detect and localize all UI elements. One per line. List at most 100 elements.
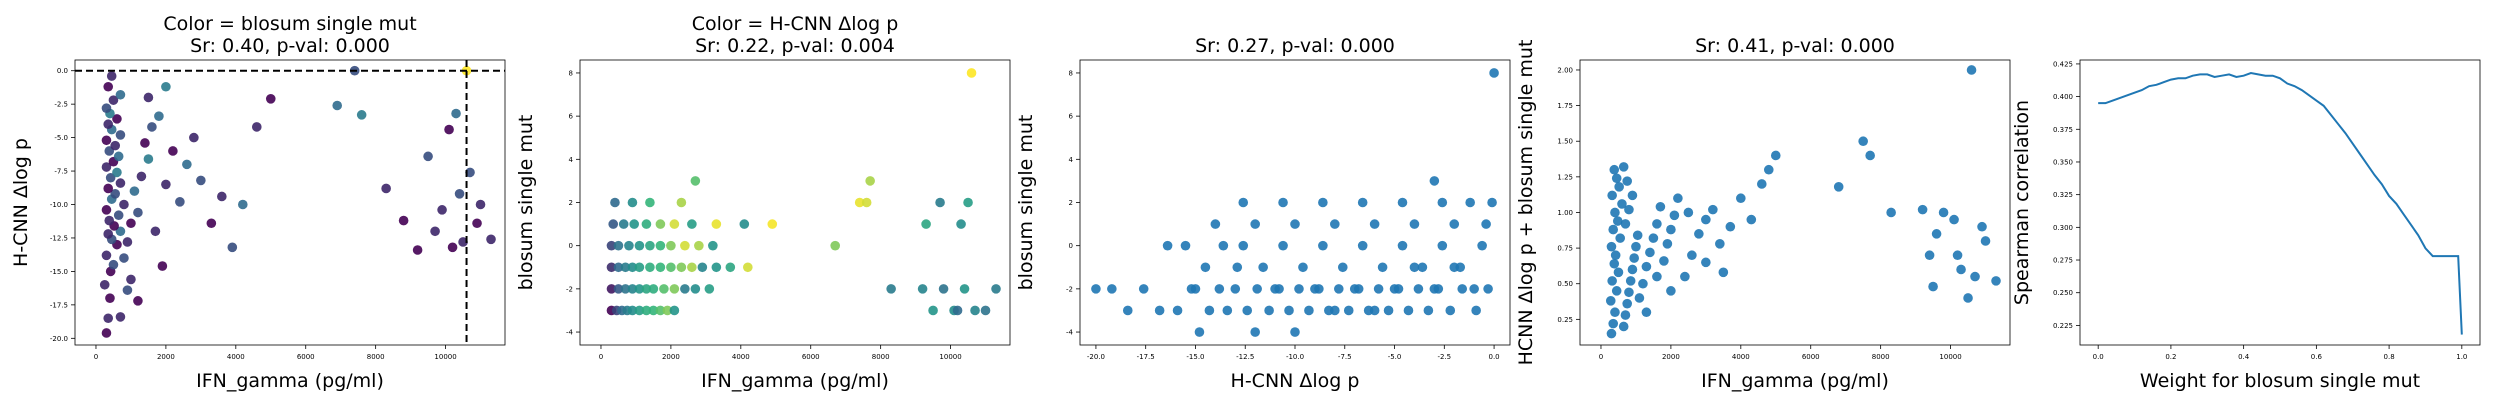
data-point — [150, 226, 161, 237]
data-point — [1437, 240, 1448, 251]
data-point — [1715, 239, 1725, 249]
data-point — [641, 284, 652, 294]
data-point — [454, 189, 465, 199]
data-point — [1645, 247, 1655, 258]
y-tick-label: 0.275 — [2053, 257, 2073, 265]
x-tick-label: -2.5 — [1437, 353, 1451, 361]
y-tick-label: 0.250 — [2053, 289, 2073, 297]
data-point — [1413, 284, 1424, 294]
data-point — [1264, 305, 1274, 316]
x-axis-label: IFN_gamma (pg/ml) — [701, 370, 889, 392]
y-tick-label: 1.25 — [1557, 173, 1573, 181]
y-tick-label: 1.50 — [1557, 138, 1573, 146]
data-point — [1250, 219, 1260, 229]
data-point — [136, 171, 147, 182]
data-point — [634, 240, 645, 251]
data-point — [1457, 284, 1468, 294]
data-point — [1238, 240, 1249, 251]
data-point — [112, 167, 122, 178]
data-point — [641, 219, 652, 229]
y-tick-label: -15.0 — [50, 268, 68, 276]
data-point — [430, 226, 440, 237]
data-point — [1638, 278, 1648, 289]
data-point — [1666, 286, 1676, 296]
data-point — [206, 218, 217, 229]
data-point — [1610, 307, 1620, 318]
data-point — [1154, 305, 1165, 316]
data-point — [115, 130, 126, 140]
data-point — [161, 179, 171, 190]
data-point — [1481, 219, 1491, 229]
data-point — [412, 245, 423, 255]
data-point — [659, 284, 669, 294]
data-point — [1172, 305, 1183, 316]
data-point — [1622, 176, 1632, 186]
data-point — [1258, 262, 1268, 273]
data-point — [1403, 305, 1414, 316]
data-point — [189, 132, 199, 143]
x-tick-label: 10000 — [1939, 353, 1961, 361]
data-point — [1652, 219, 1662, 229]
data-point — [175, 197, 185, 207]
data-point — [1449, 219, 1460, 229]
data-point — [143, 92, 154, 103]
data-point — [655, 305, 666, 316]
data-point — [1618, 321, 1629, 332]
data-point — [1608, 224, 1619, 235]
data-point — [1708, 204, 1718, 215]
data-point — [1290, 219, 1300, 229]
data-point — [157, 261, 168, 271]
data-point — [332, 100, 342, 111]
data-point — [1318, 240, 1328, 251]
subplot-2: Color = H-CNN Δlog pSr: 0.22, p-val: 0.0… — [515, 13, 1011, 392]
data-point — [1612, 216, 1623, 226]
data-point — [1417, 262, 1428, 273]
data-point — [687, 262, 697, 273]
data-point — [356, 110, 367, 120]
x-tick-label: 0 — [599, 353, 603, 361]
data-point — [444, 124, 454, 135]
data-point — [669, 219, 680, 229]
data-point — [1608, 318, 1619, 329]
data-point — [1624, 287, 1634, 298]
data-point — [437, 205, 447, 215]
data-point — [1333, 284, 1344, 294]
data-point — [1627, 190, 1638, 201]
data-point — [115, 178, 126, 188]
data-point — [105, 172, 116, 183]
y-tick-label: 6 — [569, 113, 574, 121]
data-point — [655, 219, 666, 229]
y-tick-label: 1.00 — [1557, 209, 1573, 217]
y-tick-label: -4 — [566, 329, 574, 337]
data-point — [475, 199, 486, 210]
data-point — [1483, 284, 1493, 294]
data-point — [1383, 305, 1394, 316]
data-point — [697, 262, 708, 273]
data-point — [451, 108, 461, 119]
data-point — [666, 262, 676, 273]
data-point — [725, 262, 736, 273]
data-point — [1980, 236, 1991, 246]
data-point — [662, 305, 673, 316]
x-tick-label: 4000 — [1732, 353, 1750, 361]
y-tick-label: 8 — [569, 69, 573, 77]
data-point — [398, 215, 409, 226]
data-point — [1304, 305, 1314, 316]
data-point — [1632, 230, 1643, 241]
y-tick-label: -7.5 — [54, 168, 68, 176]
data-point — [1230, 284, 1241, 294]
x-tick-label: 0.4 — [2238, 353, 2250, 361]
data-point — [1409, 262, 1420, 273]
data-point — [708, 240, 718, 251]
x-tick-label: 0.8 — [2384, 353, 2395, 361]
data-point — [743, 262, 753, 273]
x-tick-label: 8000 — [872, 353, 890, 361]
data-point — [447, 242, 458, 253]
data-point — [608, 219, 619, 229]
data-point — [1397, 197, 1408, 208]
x-tick-label: -15.0 — [1186, 353, 1204, 361]
y-tick-label: 2 — [1069, 199, 1073, 207]
x-axis-label: H-CNN Δlog p — [1231, 370, 1360, 392]
data-point — [251, 122, 262, 132]
